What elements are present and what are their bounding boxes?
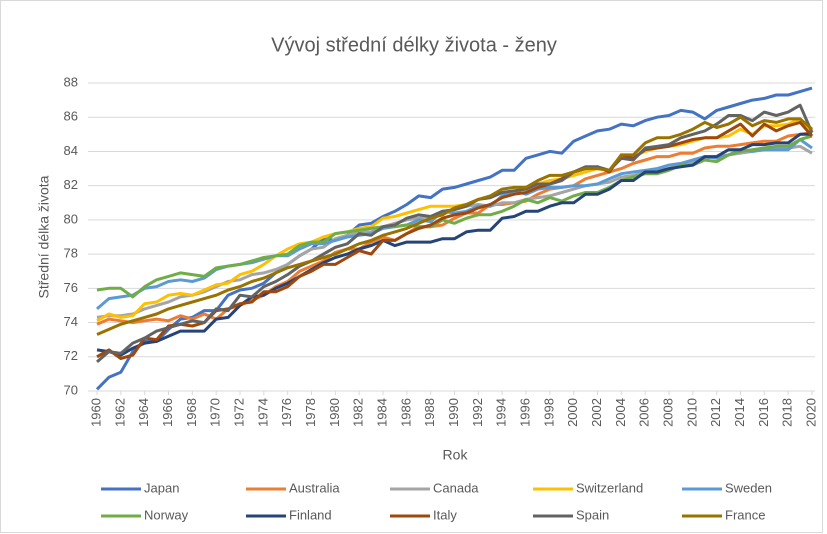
x-tick-label: 2004 bbox=[613, 398, 628, 427]
y-tick-label: 70 bbox=[64, 382, 78, 397]
x-tick-label: 1986 bbox=[398, 398, 413, 427]
y-tick-label: 74 bbox=[64, 314, 78, 329]
series-line bbox=[96, 117, 814, 323]
legend-label: Italy bbox=[433, 507, 457, 522]
x-tick-label: 1974 bbox=[255, 398, 270, 427]
x-tick-label: 1972 bbox=[231, 398, 246, 427]
x-tick-label: 2000 bbox=[565, 398, 580, 427]
y-tick-label: 82 bbox=[64, 177, 78, 192]
x-tick-label: 2018 bbox=[780, 398, 795, 427]
x-axis-label: Rok bbox=[443, 447, 469, 463]
x-tick-label: 1984 bbox=[374, 398, 389, 427]
y-axis-label: Střední délka života bbox=[36, 175, 52, 298]
x-tick-label: 1992 bbox=[470, 398, 485, 427]
x-tick-label: 2008 bbox=[660, 398, 675, 427]
x-tick-label: 1998 bbox=[541, 398, 556, 427]
y-tick-label: 88 bbox=[64, 74, 78, 89]
series-line bbox=[96, 115, 813, 336]
legend-label: Switzerland bbox=[576, 480, 643, 495]
x-tick-label: 2002 bbox=[589, 398, 604, 427]
legend-label: Norway bbox=[144, 507, 189, 522]
legend-label: Japan bbox=[144, 480, 179, 495]
x-tick-label: 2010 bbox=[684, 398, 699, 427]
y-tick-label: 86 bbox=[64, 109, 78, 124]
x-tick-label: 1962 bbox=[112, 398, 127, 427]
legend-label: Canada bbox=[433, 480, 479, 495]
x-tick-label: 1982 bbox=[351, 398, 366, 427]
x-tick-label: 2014 bbox=[732, 398, 747, 427]
x-tick-label: 1960 bbox=[88, 398, 103, 427]
x-tick-label: 2006 bbox=[637, 398, 652, 427]
x-tick-label: 1990 bbox=[446, 398, 461, 427]
x-tick-label: 2016 bbox=[756, 398, 771, 427]
x-tick-label: 1996 bbox=[517, 398, 532, 427]
x-tick-label: 1964 bbox=[136, 398, 151, 427]
x-tick-label: 1968 bbox=[184, 398, 199, 427]
legend-label: Finland bbox=[289, 507, 332, 522]
y-tick-label: 80 bbox=[64, 211, 78, 226]
y-tick-label: 84 bbox=[64, 143, 78, 158]
legend-label: Australia bbox=[289, 480, 340, 495]
y-tick-label: 76 bbox=[64, 280, 78, 295]
legend-label: Spain bbox=[576, 507, 609, 522]
x-tick-label: 2020 bbox=[803, 398, 818, 427]
x-tick-label: 1978 bbox=[303, 398, 318, 427]
y-tick-label: 78 bbox=[64, 246, 78, 261]
series-line bbox=[96, 132, 812, 357]
legend-label: France bbox=[725, 507, 765, 522]
x-tick-label: 1980 bbox=[327, 398, 342, 427]
x-tick-label: 1988 bbox=[422, 398, 437, 427]
x-tick-label: 1994 bbox=[494, 398, 509, 427]
x-tick-label: 2012 bbox=[708, 398, 723, 427]
x-tick-label: 1970 bbox=[208, 398, 223, 427]
x-tick-label: 1966 bbox=[160, 398, 175, 427]
x-tick-label: 1976 bbox=[279, 398, 294, 427]
legend-label: Sweden bbox=[725, 480, 772, 495]
y-tick-label: 72 bbox=[64, 348, 78, 363]
chart-title: Vývoj střední délky života - ženy bbox=[271, 34, 557, 56]
